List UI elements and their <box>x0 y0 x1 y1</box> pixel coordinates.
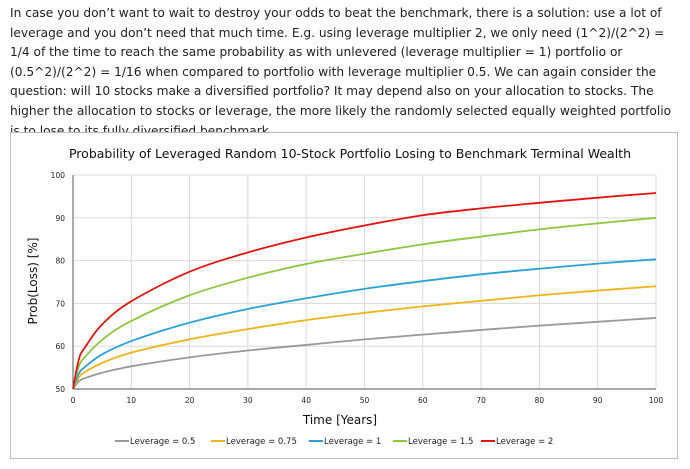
legend-label: Leverage = 0.5 <box>130 437 195 447</box>
x-tick-label: 100 <box>649 396 664 405</box>
series-line-1 <box>72 317 657 390</box>
x-tick-label: 30 <box>243 396 253 405</box>
x-tick-label: 60 <box>418 396 428 405</box>
x-tick-label: 80 <box>535 396 545 405</box>
x-tick-label: 10 <box>127 396 137 405</box>
y-tick-label: 50 <box>55 385 65 394</box>
y-tick-label: 100 <box>51 171 66 180</box>
x-tick-label: 20 <box>185 396 195 405</box>
x-tick-label: 0 <box>71 396 76 405</box>
series-line-3 <box>72 258 657 390</box>
y-axis-label: Prob(Loss) [%] <box>26 238 40 325</box>
y-tick-label: 80 <box>55 257 65 266</box>
x-axis-label: Time [Years] <box>302 413 377 427</box>
gridlines <box>72 174 657 390</box>
legend-label: Leverage = 0.75 <box>226 437 297 447</box>
y-tick-label: 70 <box>55 299 65 308</box>
legend-label: Leverage = 2 <box>496 437 553 447</box>
chart-title: Probability of Leveraged Random 10-Stock… <box>69 146 631 161</box>
series-line-4 <box>72 216 657 390</box>
legend-label: Leverage = 1 <box>324 437 381 447</box>
series-line-5 <box>72 192 657 390</box>
y-tick-label: 60 <box>55 342 65 351</box>
y-tick-label: 90 <box>55 214 65 223</box>
x-tick-label: 40 <box>301 396 311 405</box>
x-tick-label: 50 <box>360 396 370 405</box>
legend-label: Leverage = 1.5 <box>408 437 473 447</box>
series-line-2 <box>72 285 657 390</box>
x-tick-label: 90 <box>593 396 603 405</box>
x-tick-label: 70 <box>476 396 486 405</box>
axes: 50 60 70 80 90 100 0 10 20 30 40 50 60 70 80 90 100 <box>51 171 664 405</box>
series-lines <box>72 192 657 390</box>
chart-frame <box>10 132 678 459</box>
legend: Leverage = 0.5 Leverage = 0.75 Leverage = … <box>115 437 553 447</box>
